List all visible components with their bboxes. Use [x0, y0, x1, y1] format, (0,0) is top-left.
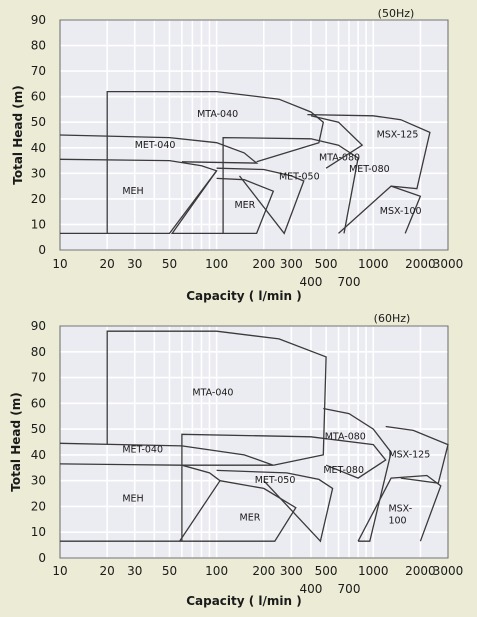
- x-tick-label: 1000: [358, 257, 389, 271]
- curve-mer: [170, 170, 275, 235]
- y-tick-label: 70: [31, 64, 46, 78]
- frequency-label: (60Hz): [374, 312, 411, 325]
- x-tick-label: 700: [338, 275, 361, 289]
- x-tick-label: 100: [205, 257, 228, 271]
- curve-met-080: [181, 433, 387, 542]
- y-tick-label: 90: [31, 319, 46, 333]
- plot-area: [59, 19, 449, 251]
- curve-msx-125: [307, 113, 431, 190]
- x-tick-label: 400: [299, 275, 322, 289]
- x-tick-label: 200: [252, 564, 275, 578]
- curve-msx-100: [357, 474, 442, 542]
- y-tick-label: 50: [31, 422, 46, 436]
- series-label-mer: MER: [234, 200, 255, 211]
- x-tick-label: 500: [315, 257, 338, 271]
- x-tick-label: 200: [252, 257, 275, 271]
- curve-mer: [179, 480, 297, 542]
- series-label-mer: MER: [240, 513, 261, 524]
- x-axis-label: Capacity ( l/min ): [186, 594, 302, 608]
- series-label-msx-125: MSX-125: [377, 130, 419, 141]
- series-label-met-040: MET-040: [122, 444, 163, 455]
- series-label-mta-040: MTA-040: [192, 388, 233, 399]
- curve-meh: [59, 463, 221, 542]
- frequency-label: (50Hz): [378, 7, 415, 20]
- series-label-msx-100: 100: [388, 516, 406, 527]
- y-tick-label: 80: [31, 39, 46, 53]
- curve-met-050: [216, 167, 305, 235]
- series-label-meh: MEH: [122, 493, 143, 504]
- y-tick-label: 50: [31, 115, 46, 129]
- x-tick-label: 3000: [433, 257, 464, 271]
- x-tick-label: 50: [162, 257, 177, 271]
- curve-met-040: [59, 134, 259, 164]
- series-label-msx-100: MSX-100: [380, 206, 422, 217]
- y-tick-label: 10: [31, 525, 46, 539]
- curve-mta-080: [323, 407, 392, 542]
- y-tick-label: 0: [38, 243, 46, 257]
- y-tick-label: 20: [31, 192, 46, 206]
- y-tick-label: 10: [31, 217, 46, 231]
- x-tick-label: 2000: [405, 564, 436, 578]
- x-tick-label: 3000: [433, 564, 464, 578]
- x-tick-label: 20: [100, 564, 115, 578]
- series-label-mta-080: MTA-080: [319, 153, 360, 164]
- curve-msx-125: [385, 425, 449, 484]
- x-tick-label: 1000: [358, 564, 389, 578]
- y-tick-label: 60: [31, 396, 46, 410]
- series-label-met-050: MET-050: [279, 172, 320, 183]
- curve-mta-080: [222, 136, 359, 234]
- y-axis-label: Total Head (m): [9, 392, 23, 491]
- curve-mta-040: [106, 90, 325, 234]
- curve-msx-100: [338, 185, 422, 234]
- y-tick-label: 0: [38, 551, 46, 565]
- series-label-msx-125: MSX-125: [388, 449, 430, 460]
- curve-meh: [59, 158, 218, 235]
- plot-border: [59, 325, 449, 559]
- y-tick-label: 20: [31, 499, 46, 513]
- x-tick-label: 30: [127, 564, 142, 578]
- x-tick-label: 300: [280, 564, 303, 578]
- y-axis-label: Total Head (m): [11, 85, 25, 184]
- y-tick-label: 40: [31, 448, 46, 462]
- curve-met-050: [216, 469, 334, 543]
- curve-met-080: [310, 115, 364, 169]
- x-tick-label: 2000: [405, 257, 436, 271]
- y-tick-label: 60: [31, 90, 46, 104]
- series-label-msx-100: MSX-: [388, 504, 412, 515]
- y-tick-label: 90: [31, 13, 46, 27]
- x-tick-label: 50: [162, 564, 177, 578]
- x-tick-label: 500: [315, 564, 338, 578]
- chart-panel-2: 0 10 20 30 40 50 60 70 80 90 10 20 30 50 100 200 300 400 5…: [9, 312, 463, 608]
- x-tick-label: 20: [100, 257, 115, 271]
- series-label-met-050: MET-050: [255, 475, 296, 486]
- y-tick-label: 30: [31, 474, 46, 488]
- x-axis-label: Capacity ( l/min ): [186, 289, 302, 303]
- series-label-met-040: MET-040: [135, 140, 176, 151]
- x-tick-label: 400: [299, 582, 322, 596]
- curve-mta-040: [106, 330, 327, 466]
- x-tick-label: 300: [280, 257, 303, 271]
- series-label-mta-040: MTA-040: [197, 109, 238, 120]
- series-label-meh: MEH: [122, 186, 143, 197]
- x-tick-label: 10: [52, 564, 67, 578]
- series-label-met-080: MET-080: [323, 465, 364, 476]
- series-label-mta-080: MTA-080: [325, 431, 366, 442]
- y-tick-label: 40: [31, 141, 46, 155]
- y-tick-label: 80: [31, 345, 46, 359]
- x-tick-label: 100: [205, 564, 228, 578]
- x-tick-label: 700: [338, 582, 361, 596]
- x-tick-label: 10: [52, 257, 67, 271]
- y-tick-label: 30: [31, 166, 46, 180]
- curve-met-040: [59, 442, 274, 466]
- chart-panel-1: 0 10 20 30 40 50 60 70 80 90 10 20 30 50 100 200 300 400 5…: [11, 7, 463, 303]
- series-label-met-080: MET-080: [349, 164, 390, 175]
- x-tick-label: 30: [127, 257, 142, 271]
- y-tick-label: 70: [31, 371, 46, 385]
